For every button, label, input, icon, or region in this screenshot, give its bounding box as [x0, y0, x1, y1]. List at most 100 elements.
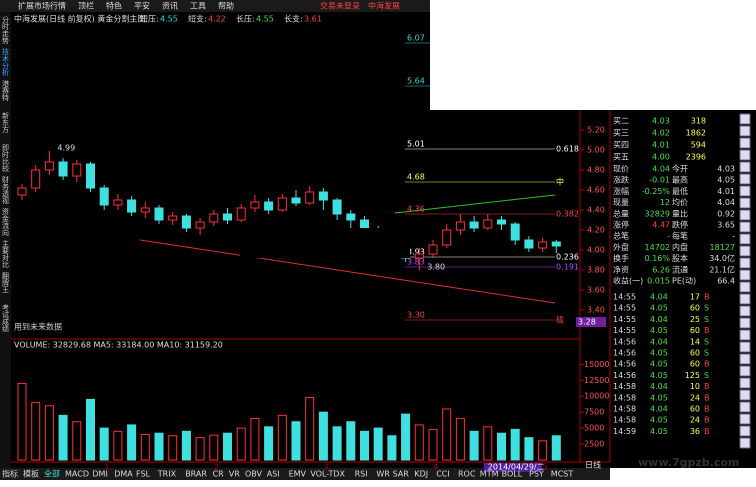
stat-value: 4.05 [717, 176, 735, 185]
tick-volume: 10 [690, 382, 700, 391]
tool-icon[interactable] [739, 281, 751, 293]
bottom-tab[interactable]: MACD [65, 470, 89, 479]
tool-icon[interactable] [739, 185, 751, 197]
fib-label: 5.01 [407, 140, 425, 149]
tool-icon[interactable] [739, 257, 751, 269]
candle-body [551, 241, 561, 247]
tool-icon[interactable] [739, 209, 751, 221]
tool-icon[interactable] [739, 425, 751, 437]
bottom-tab[interactable]: FSL [136, 470, 151, 479]
tool-icon[interactable] [739, 197, 751, 209]
bottom-tab[interactable]: VR [229, 470, 240, 479]
tool-icon[interactable] [739, 329, 751, 341]
tool-icon[interactable] [739, 341, 751, 353]
bottom-tab[interactable]: DMA [114, 470, 133, 479]
tool-icon[interactable] [739, 269, 751, 281]
tool-icon[interactable] [739, 113, 751, 125]
bottom-tab[interactable]: 模板 [23, 469, 39, 479]
tool-icon[interactable] [739, 437, 751, 449]
bottom-tab[interactable]: ASI [267, 470, 280, 479]
tool-icon[interactable] [739, 401, 751, 413]
side-tab[interactable]: 资金流向 [2, 207, 10, 236]
bottom-tab[interactable]: ROC [458, 470, 476, 479]
bottom-tab[interactable]: MTM [480, 470, 499, 479]
stat-value: 4.04 [717, 198, 735, 207]
bottom-tab[interactable]: 指标 [2, 469, 18, 479]
stat-label: 涨跌 [613, 175, 629, 185]
side-tab[interactable]: 新东方 [2, 111, 10, 134]
x-tick-label: 2014/04/29/二 [488, 463, 545, 472]
tick-time: 14:58 [613, 405, 636, 414]
candle-body [127, 199, 137, 213]
volume-bar [113, 430, 123, 461]
tool-icon[interactable] [739, 125, 751, 137]
side-tab[interactable]: 主要对比 [2, 239, 10, 269]
tool-icon[interactable] [739, 353, 751, 365]
stat-label: 现价 [613, 165, 629, 174]
bottom-tab[interactable]: TRIX [157, 470, 177, 479]
tick-side: B [704, 382, 710, 391]
candle-body [414, 253, 424, 259]
header-label: 短支: [188, 14, 207, 24]
side-tab[interactable]: 分时走势 [2, 15, 10, 45]
v-tick-label: 2500 [584, 440, 604, 449]
tool-icon[interactable] [739, 389, 751, 401]
bottom-tab[interactable]: 全部 [44, 469, 60, 479]
side-tab[interactable]: 技术分析 [2, 47, 10, 77]
bottom-tab[interactable]: EMV [289, 470, 307, 479]
bottom-tab[interactable]: RSI [355, 470, 368, 479]
y-tick-label: 4.40 [587, 206, 605, 215]
stat-value: 21.1亿 [709, 264, 735, 274]
x-tick-label: 1 [104, 463, 109, 472]
tool-icon[interactable] [739, 305, 751, 317]
tick-side: B [704, 427, 710, 436]
side-tab[interactable]: 翻牌王 [2, 271, 10, 293]
fib-label: 3.93 [407, 248, 425, 257]
bottom-tab[interactable]: CR [213, 470, 225, 479]
candle-body [99, 187, 109, 206]
volume-bar [551, 435, 561, 461]
tool-icon[interactable] [739, 365, 751, 377]
stat-label: 涨停 [613, 220, 629, 230]
menu-item: 帮助 [218, 1, 234, 11]
panel-bg [430, 110, 756, 468]
fib-label: 6.07 [407, 34, 425, 43]
tool-icon[interactable] [739, 233, 751, 245]
bottom-tab[interactable]: PSY [529, 470, 544, 479]
tool-icon[interactable] [739, 293, 751, 305]
tool-icon[interactable] [739, 317, 751, 329]
bottom-tab[interactable]: OBV [245, 470, 263, 479]
bottom-tab[interactable]: CCI [436, 470, 450, 479]
bottom-tab[interactable]: MCST [551, 470, 574, 479]
tool-icon[interactable] [739, 413, 751, 425]
bottom-tab[interactable]: SAR [393, 470, 410, 479]
tool-icon[interactable] [739, 377, 751, 389]
tool-icon[interactable] [739, 245, 751, 257]
side-tab[interactable]: 港赛特 [2, 79, 10, 101]
y-tick-label: 4.20 [587, 226, 605, 235]
tool-icon[interactable] [739, 137, 751, 149]
tick-side: B [704, 416, 710, 425]
bottom-tab[interactable]: WR [376, 470, 390, 479]
tick-side: S [704, 371, 709, 380]
stat-value: 32829 [645, 209, 670, 218]
tab-bar [0, 468, 610, 480]
tool-icon[interactable] [739, 149, 751, 161]
bottom-tab[interactable]: VOL-TDX [310, 470, 345, 479]
stat-value: 4.01 [717, 187, 735, 196]
bottom-tab[interactable]: BRAR [185, 470, 207, 479]
tick-time: 14:55 [613, 304, 636, 313]
side-tab[interactable]: 考试成绩 [2, 304, 10, 333]
bid-label: 买二 [613, 117, 629, 126]
volume-bar [99, 427, 109, 461]
side-tab[interactable]: 财务透视 [2, 175, 10, 205]
bottom-tab[interactable]: KDJ [414, 470, 428, 479]
y-tick-label: 3.80 [587, 266, 605, 275]
tool-icon[interactable] [739, 161, 751, 173]
side-tab[interactable]: 即时比较 [2, 144, 10, 173]
tool-icon[interactable] [739, 173, 751, 185]
y-tick-label: 5.00 [587, 146, 605, 155]
tool-icon[interactable] [739, 221, 751, 233]
bottom-tab[interactable]: DMI [92, 470, 107, 479]
bottom-tab[interactable]: BOLL [502, 470, 523, 479]
